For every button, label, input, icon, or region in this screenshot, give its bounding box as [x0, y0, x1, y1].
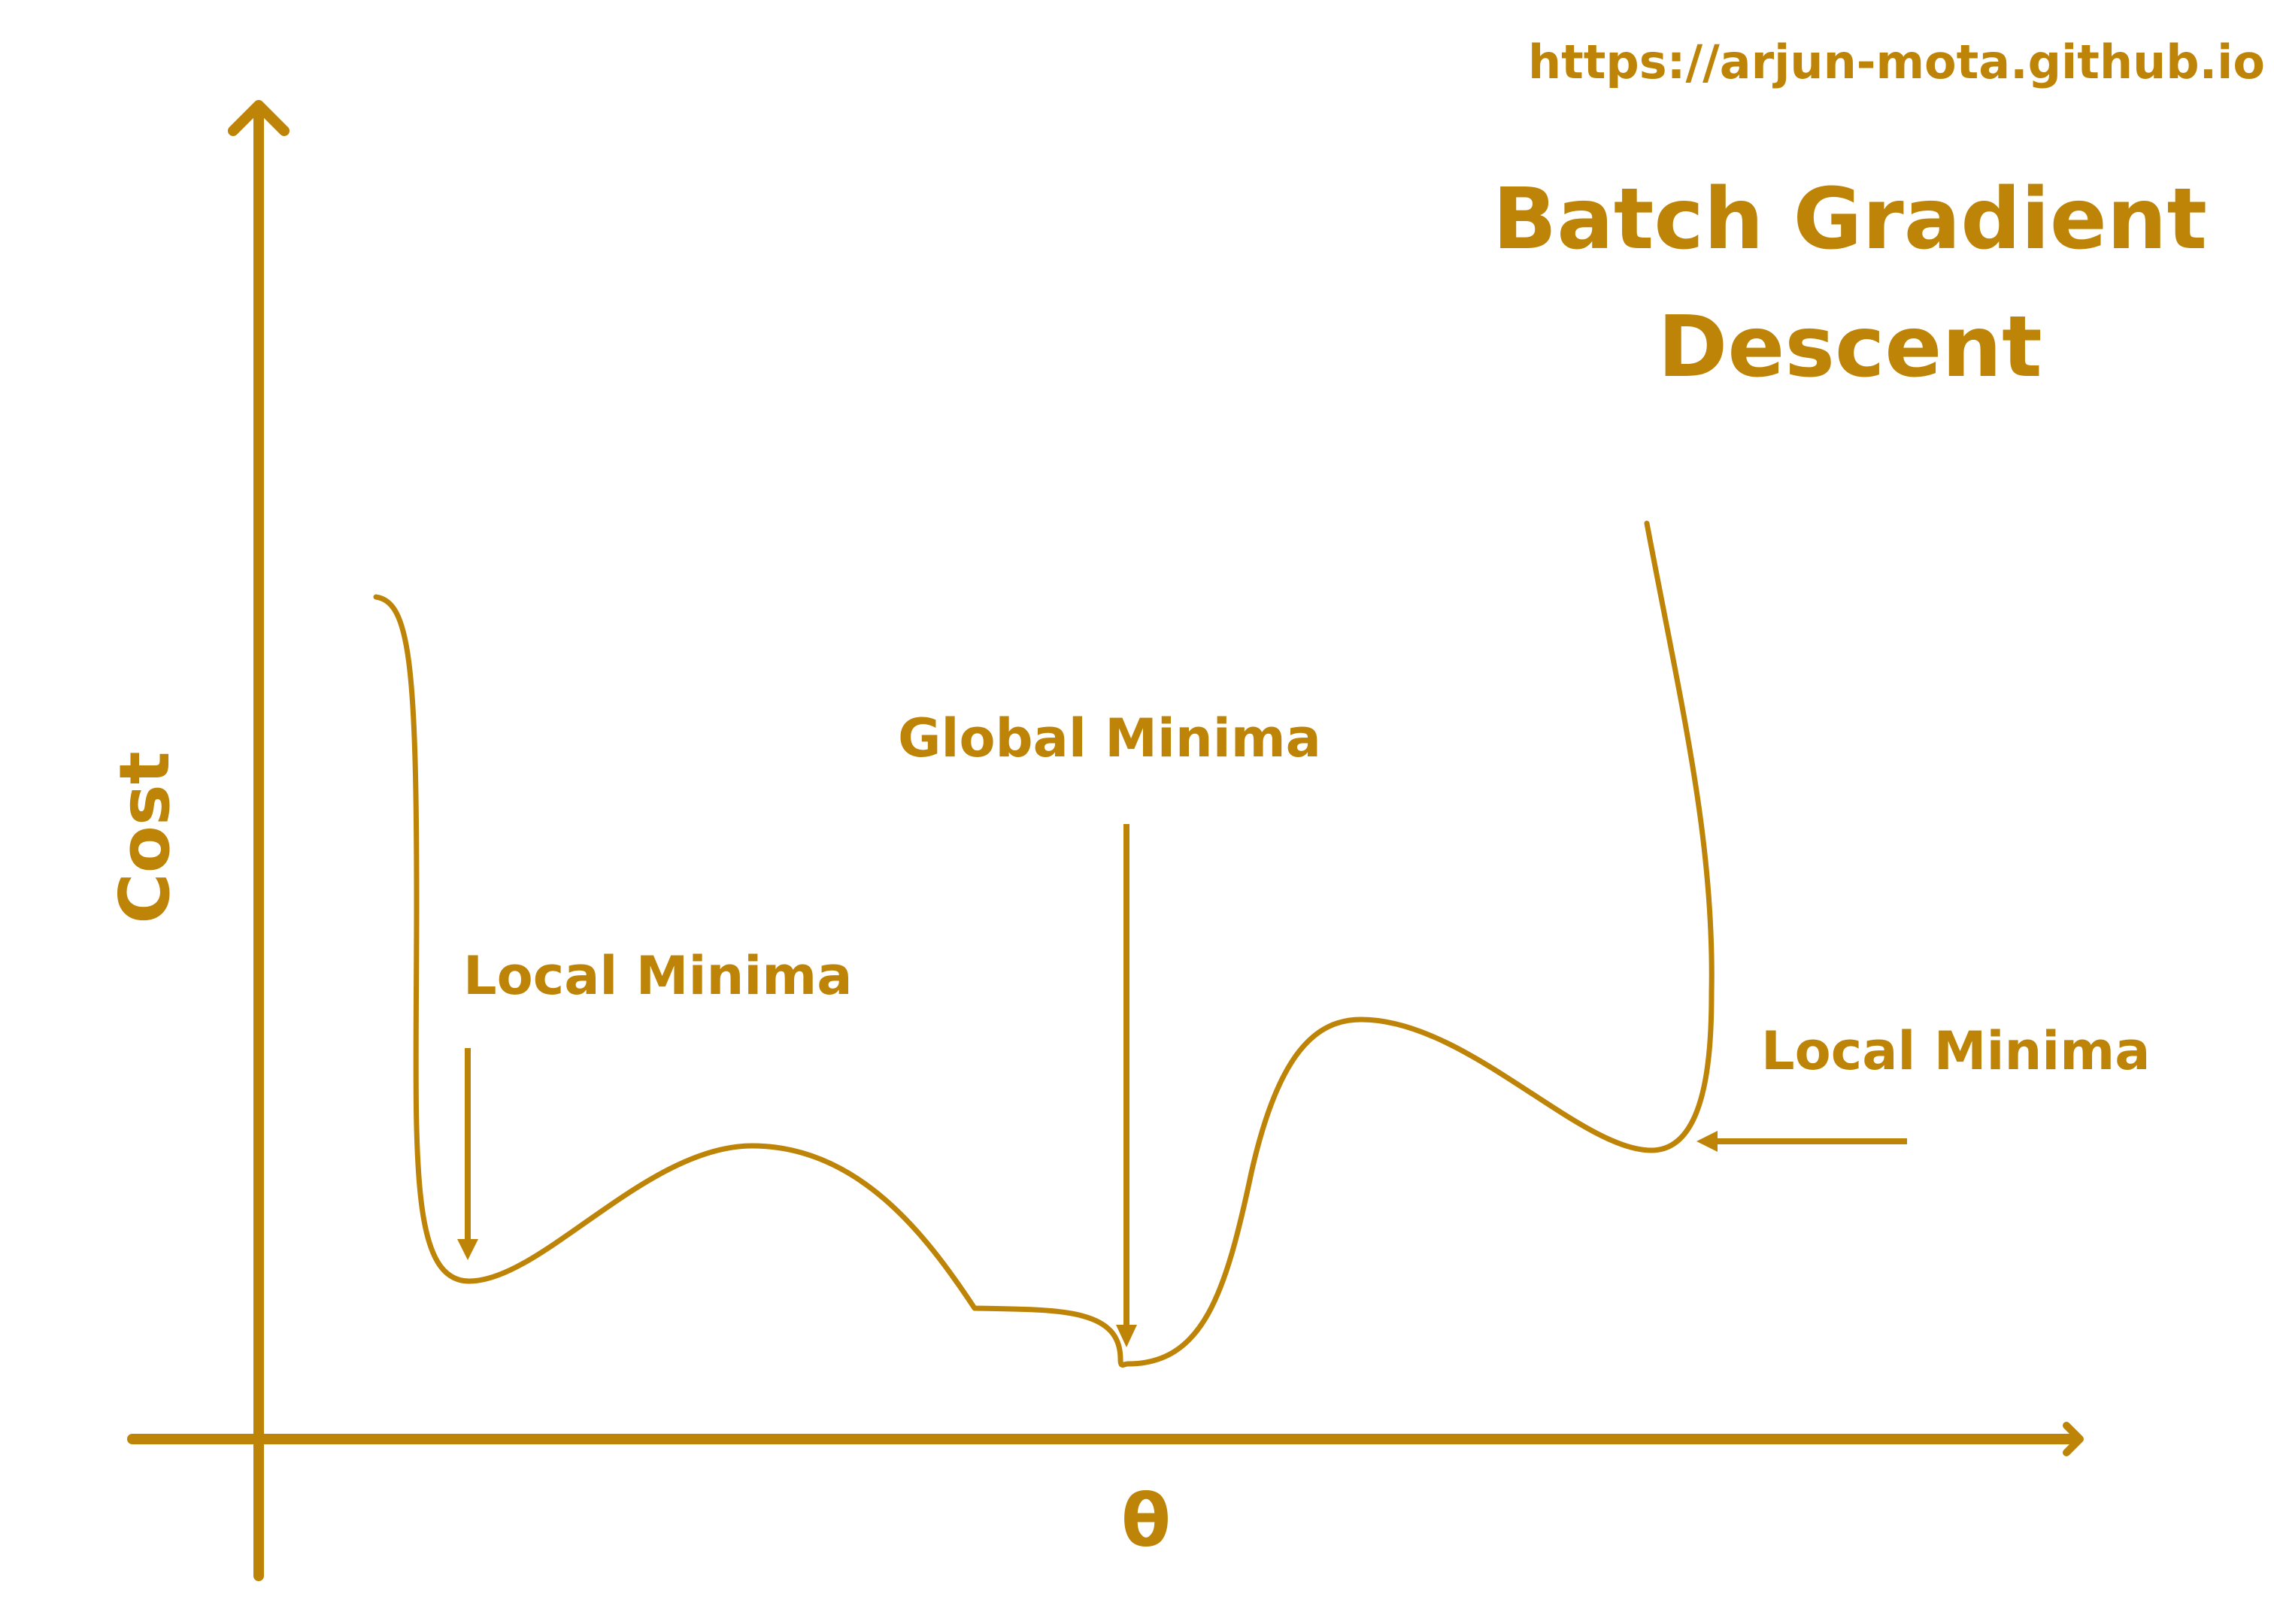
- y-axis-label: Cost: [105, 751, 185, 923]
- x-axis-arrowhead: [2063, 1422, 2084, 1456]
- x-axis: [127, 1422, 2084, 1456]
- local-minima-right-label: Local Minima: [1761, 1020, 2150, 1082]
- cost-curve: [373, 520, 1715, 1368]
- title-line-1: Batch Gradient: [1493, 171, 2207, 268]
- x-axis-label: θ: [1121, 1479, 1171, 1563]
- y-axis-arrowhead: [228, 100, 290, 136]
- site-url: https://arjun-mota.github.io: [1528, 35, 2265, 89]
- local-minima-right-arrow: [1696, 1131, 1907, 1152]
- global-minima-arrow: [1116, 824, 1137, 1347]
- local-minima-left-arrow: [457, 1048, 478, 1260]
- local-minima-left-label: Local Minima: [463, 945, 852, 1007]
- y-axis: [228, 100, 290, 1581]
- title-line-2: Descent: [1657, 298, 2042, 396]
- global-minima-label: Global Minima: [898, 707, 1321, 769]
